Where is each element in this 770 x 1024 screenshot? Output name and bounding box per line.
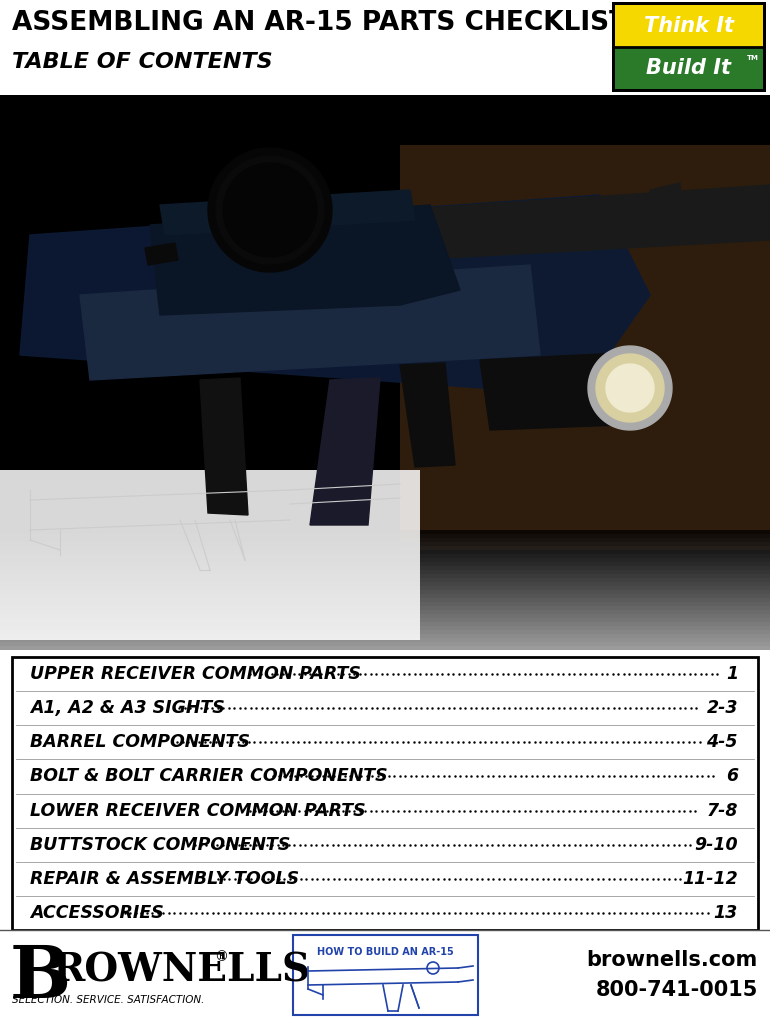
Bar xyxy=(0,642,770,646)
Text: 13: 13 xyxy=(714,904,738,922)
Text: Think It: Think It xyxy=(644,16,734,36)
Text: Build It: Build It xyxy=(647,58,732,78)
Polygon shape xyxy=(650,183,682,233)
Text: A1, A2 & A3 SIGHTS: A1, A2 & A3 SIGHTS xyxy=(30,699,225,717)
Bar xyxy=(0,562,770,566)
Text: 2-3: 2-3 xyxy=(707,699,738,717)
Bar xyxy=(12,657,758,930)
Polygon shape xyxy=(310,378,380,525)
Bar xyxy=(0,614,770,618)
Bar xyxy=(0,566,770,570)
Bar xyxy=(0,622,770,626)
Polygon shape xyxy=(223,163,317,257)
Text: 7-8: 7-8 xyxy=(707,802,738,819)
Polygon shape xyxy=(588,346,672,430)
Text: B: B xyxy=(10,942,71,1013)
Text: TABLE OF CONTENTS: TABLE OF CONTENTS xyxy=(12,52,273,72)
Bar xyxy=(0,550,770,554)
Bar xyxy=(0,558,770,562)
Text: ®: ® xyxy=(214,950,228,964)
Text: BARREL COMPONENTS: BARREL COMPONENTS xyxy=(30,733,250,752)
Bar xyxy=(0,546,770,550)
Text: UPPER RECEIVER COMMON PARTS: UPPER RECEIVER COMMON PARTS xyxy=(30,665,361,683)
Bar xyxy=(0,610,770,614)
Bar xyxy=(0,538,770,542)
Bar xyxy=(0,578,770,582)
Bar xyxy=(0,554,770,558)
Polygon shape xyxy=(400,362,455,467)
Polygon shape xyxy=(150,205,460,315)
Bar xyxy=(0,602,770,606)
Polygon shape xyxy=(208,148,332,272)
Bar xyxy=(0,590,770,594)
Text: 1: 1 xyxy=(726,665,738,683)
Bar xyxy=(0,586,770,590)
Bar xyxy=(0,470,420,640)
Bar xyxy=(0,598,770,602)
Bar xyxy=(0,626,770,630)
Text: 11-12: 11-12 xyxy=(682,869,738,888)
Bar xyxy=(0,594,770,598)
Bar xyxy=(0,930,770,1024)
Bar xyxy=(400,145,770,550)
Text: ASSEMBLING AN AR-15 PARTS CHECKLIST:: ASSEMBLING AN AR-15 PARTS CHECKLIST: xyxy=(12,10,636,36)
Bar xyxy=(0,646,770,650)
Text: BOLT & BOLT CARRIER COMPONENTS: BOLT & BOLT CARRIER COMPONENTS xyxy=(30,767,387,785)
Text: TM: TM xyxy=(747,55,759,61)
Text: ROWNELLS: ROWNELLS xyxy=(52,952,310,990)
Text: REPAIR & ASSEMBLY TOOLS: REPAIR & ASSEMBLY TOOLS xyxy=(30,869,299,888)
Polygon shape xyxy=(480,353,640,430)
Polygon shape xyxy=(596,354,664,422)
Polygon shape xyxy=(606,364,654,412)
Bar xyxy=(0,582,770,586)
Bar xyxy=(0,534,770,538)
Polygon shape xyxy=(320,185,770,265)
Bar xyxy=(0,542,770,546)
Text: HOW TO BUILD AN AR-15: HOW TO BUILD AN AR-15 xyxy=(316,947,454,957)
Bar xyxy=(0,606,770,610)
Text: 9-10: 9-10 xyxy=(695,836,738,854)
Text: BUTTSTOCK COMPONENTS: BUTTSTOCK COMPONENTS xyxy=(30,836,290,854)
Bar xyxy=(0,634,770,638)
Bar xyxy=(0,638,770,642)
Polygon shape xyxy=(216,156,324,264)
Text: LOWER RECEIVER COMMON PARTS: LOWER RECEIVER COMMON PARTS xyxy=(30,802,366,819)
Bar xyxy=(0,570,770,574)
Bar xyxy=(0,530,770,534)
Polygon shape xyxy=(145,243,178,265)
Bar xyxy=(612,2,766,92)
Polygon shape xyxy=(200,378,248,515)
Bar xyxy=(293,935,478,1015)
Text: ACCESSORIES: ACCESSORIES xyxy=(30,904,164,922)
Bar xyxy=(0,630,770,634)
Text: 6: 6 xyxy=(726,767,738,785)
Text: SELECTION. SERVICE. SATISFACTION.: SELECTION. SERVICE. SATISFACTION. xyxy=(12,995,204,1005)
Text: 4-5: 4-5 xyxy=(707,733,738,752)
Text: 800-741-0015: 800-741-0015 xyxy=(596,980,758,1000)
Polygon shape xyxy=(20,195,650,395)
Bar xyxy=(615,5,763,47)
Bar xyxy=(0,618,770,622)
Polygon shape xyxy=(80,265,540,380)
Text: brownells.com: brownells.com xyxy=(587,950,758,970)
Bar xyxy=(0,0,770,95)
Bar xyxy=(615,47,763,89)
Polygon shape xyxy=(160,190,415,234)
Bar xyxy=(0,574,770,578)
Bar xyxy=(0,95,770,650)
